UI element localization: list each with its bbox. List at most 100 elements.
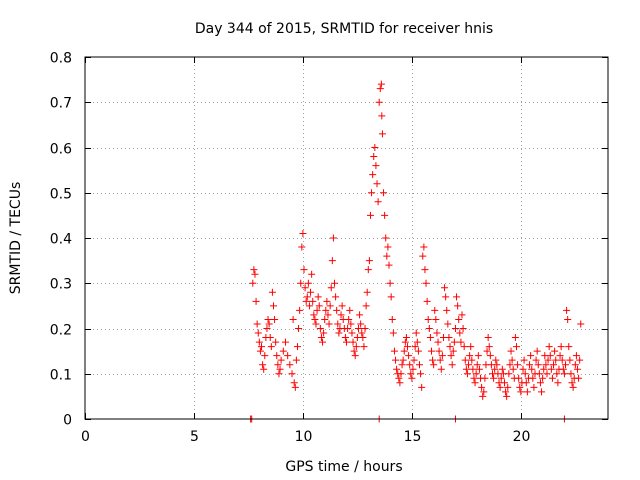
- data-point: [558, 356, 566, 364]
- data-point: [253, 320, 261, 328]
- data-point: [566, 356, 574, 364]
- data-point: [562, 361, 570, 369]
- data-point: [326, 302, 334, 310]
- data-point: [421, 266, 429, 274]
- data-point: [300, 266, 308, 274]
- data-point: [430, 361, 438, 369]
- data-point: [376, 85, 384, 93]
- data-point: [255, 338, 263, 346]
- data-point: [296, 306, 304, 314]
- data-point: [250, 266, 258, 274]
- data-point: [472, 370, 480, 378]
- data-point: [436, 356, 444, 364]
- data-point: [317, 334, 325, 342]
- data-point: [272, 338, 280, 346]
- data-point: [523, 388, 531, 396]
- data-point: [402, 334, 410, 342]
- x-tick-label: 0: [81, 429, 90, 445]
- x-axis-label: GPS time / hours: [285, 459, 402, 475]
- data-point: [463, 370, 471, 378]
- data-point: [473, 361, 481, 369]
- data-point: [529, 374, 537, 382]
- data-point: [302, 297, 310, 305]
- data-point: [369, 171, 377, 179]
- data-point: [267, 343, 275, 351]
- data-point: [467, 343, 475, 351]
- data-point: [552, 356, 560, 364]
- data-point: [576, 356, 584, 364]
- y-tick-label: 0.3: [50, 277, 72, 293]
- data-point: [548, 374, 556, 382]
- x-tick-label: 5: [190, 429, 199, 445]
- data-point: [479, 392, 487, 400]
- data-point: [343, 338, 350, 346]
- data-point: [359, 334, 367, 342]
- data-point: [417, 370, 425, 378]
- data-point: [289, 315, 297, 323]
- data-point: [368, 189, 376, 197]
- data-point: [410, 356, 418, 364]
- data-point: [447, 352, 455, 360]
- data-point: [374, 198, 382, 206]
- data-point: [273, 352, 281, 360]
- data-point: [249, 279, 257, 287]
- data-point: [346, 306, 354, 314]
- data-point: [384, 243, 392, 251]
- data-point: [500, 379, 508, 387]
- data-point: [344, 325, 352, 332]
- data-point: [498, 365, 506, 373]
- data-point: [277, 356, 285, 364]
- data-point: [575, 374, 583, 382]
- data-point: [260, 365, 268, 373]
- chart-title: Day 344 of 2015, SRMTID for receiver hni…: [195, 21, 493, 37]
- y-tick-label: 0.2: [50, 323, 72, 339]
- data-point: [535, 370, 543, 378]
- data-point: [423, 297, 431, 305]
- data-point: [424, 315, 432, 323]
- data-point: [385, 261, 393, 269]
- data-point: [484, 334, 492, 342]
- data-point: [398, 361, 406, 369]
- data-point: [357, 320, 365, 328]
- x-tick-label: 20: [513, 429, 531, 445]
- data-point: [301, 284, 309, 292]
- data-point: [378, 112, 386, 120]
- data-point: [554, 379, 562, 387]
- data-point: [460, 343, 468, 351]
- data-point: [550, 361, 558, 369]
- data-point: [474, 352, 482, 360]
- data-point: [256, 347, 264, 355]
- data-point: [453, 293, 461, 301]
- data-point: [401, 338, 409, 346]
- data-point: [299, 229, 307, 237]
- data-point: [413, 338, 421, 346]
- data-point: [492, 356, 500, 364]
- data-point: [414, 347, 422, 355]
- data-point: [310, 311, 318, 319]
- y-tick-label: 0.5: [50, 187, 72, 203]
- data-point: [547, 365, 555, 373]
- data-point: [544, 356, 552, 364]
- data-point: [265, 320, 273, 328]
- data-point: [445, 334, 453, 342]
- data-point: [442, 293, 450, 301]
- data-point: [455, 315, 463, 323]
- data-point: [314, 293, 322, 301]
- data-point: [425, 325, 433, 332]
- data-point: [418, 383, 426, 391]
- data-point: [497, 374, 505, 382]
- data-point: [395, 374, 403, 382]
- data-point: [470, 374, 478, 382]
- data-point: [345, 315, 353, 323]
- data-point: [512, 343, 520, 351]
- data-point: [462, 365, 470, 373]
- data-point: [329, 234, 337, 242]
- data-point: [577, 320, 585, 328]
- data-point: [443, 306, 451, 314]
- data-point: [286, 361, 294, 369]
- data-point: [341, 334, 349, 342]
- data-point: [564, 315, 572, 323]
- data-point: [461, 356, 469, 364]
- data-point: [360, 343, 368, 351]
